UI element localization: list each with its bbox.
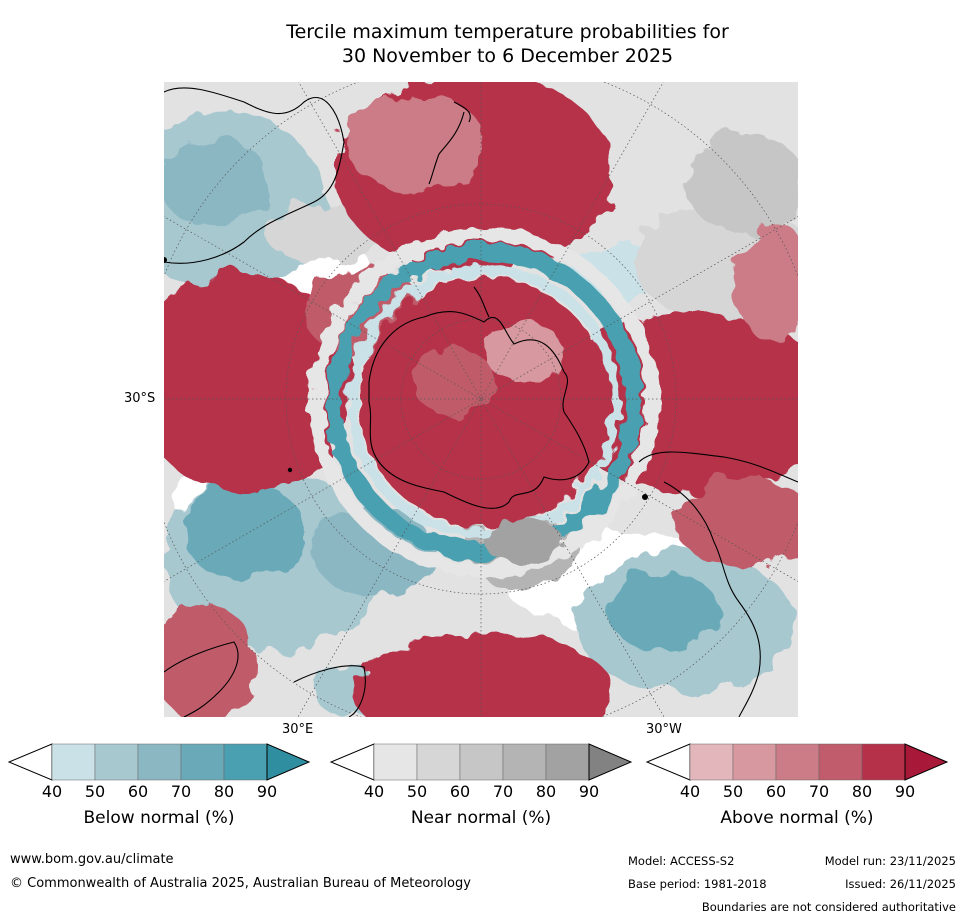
cbar-near-tick-60: 60 bbox=[449, 782, 471, 801]
cbar-near-seg-5 bbox=[545, 743, 590, 781]
cbar-near-tick-50: 50 bbox=[406, 782, 428, 801]
colorbar-near-svg bbox=[329, 743, 633, 781]
probability-map[interactable] bbox=[164, 82, 798, 717]
cbar-below-seg-3 bbox=[137, 743, 182, 781]
model-name: Model: ACCESS-S2 bbox=[628, 854, 735, 868]
cbar-below-seg-5 bbox=[223, 743, 268, 781]
cbar-above-tick-40: 40 bbox=[679, 782, 701, 801]
cbar-near-seg-4 bbox=[502, 743, 547, 781]
cbar-above-tick-50: 50 bbox=[722, 782, 744, 801]
cbar-near-tick-40: 40 bbox=[363, 782, 385, 801]
cbar-below-min-arrow bbox=[7, 743, 53, 781]
cbar-above-tick-90: 90 bbox=[894, 782, 916, 801]
cbar-above-seg-3 bbox=[775, 743, 820, 781]
cbar-near-min-arrow bbox=[329, 743, 375, 781]
cbar-below-label: Below normal (%) bbox=[83, 808, 235, 828]
polar-ring bbox=[309, 227, 659, 577]
cbar-above-seg-5 bbox=[861, 743, 906, 781]
map-svg bbox=[164, 82, 798, 717]
base-period: Base period: 1981-2018 bbox=[628, 877, 767, 891]
cbar-below-max-arrow bbox=[266, 743, 311, 781]
cbar-above-seg-1 bbox=[689, 743, 734, 781]
cbar-near-max-arrow bbox=[588, 743, 633, 781]
cbar-below-seg-1 bbox=[51, 743, 96, 781]
islands bbox=[164, 257, 648, 500]
website-link[interactable]: www.bom.gov.au/climate bbox=[10, 852, 174, 867]
colorbar-near-normal bbox=[329, 743, 633, 781]
colorbar-below-normal bbox=[7, 743, 311, 781]
cbar-near-seg-2 bbox=[416, 743, 461, 781]
graticule bbox=[164, 82, 798, 717]
cbar-below-seg-2 bbox=[94, 743, 139, 781]
cbar-near-tick-70: 70 bbox=[492, 782, 514, 801]
cbar-above-seg-2 bbox=[732, 743, 777, 781]
cbar-near-seg-1 bbox=[373, 743, 418, 781]
model-run-date: Model run: 23/11/2025 bbox=[824, 854, 956, 868]
cbar-below-tick-70: 70 bbox=[170, 782, 192, 801]
longitude-label-east: 30°E bbox=[282, 722, 314, 737]
cbar-above-label: Above normal (%) bbox=[720, 808, 874, 828]
cbar-above-min-arrow bbox=[645, 743, 691, 781]
title-line-1: Tercile maximum temperature probabilitie… bbox=[286, 21, 729, 43]
colorbar-below-svg bbox=[7, 743, 311, 781]
cbar-below-tick-60: 60 bbox=[127, 782, 149, 801]
boundaries-disclaimer: Boundaries are not considered authoritat… bbox=[701, 900, 956, 914]
cbar-below-seg-4 bbox=[180, 743, 225, 781]
coastlines bbox=[164, 87, 798, 717]
longitude-label-west: 30°W bbox=[646, 722, 682, 737]
antarctica-field bbox=[359, 277, 609, 564]
title-line-2: 30 November to 6 December 2025 bbox=[341, 45, 674, 67]
cbar-near-seg-3 bbox=[459, 743, 504, 781]
latitude-label: 30°S bbox=[124, 391, 156, 406]
cbar-above-seg-4 bbox=[818, 743, 863, 781]
cbar-above-tick-60: 60 bbox=[765, 782, 787, 801]
cbar-above-tick-80: 80 bbox=[851, 782, 873, 801]
cbar-near-tick-90: 90 bbox=[578, 782, 600, 801]
copyright-text: © Commonwealth of Australia 2025, Austra… bbox=[10, 876, 471, 891]
cbar-above-max-arrow bbox=[904, 743, 949, 781]
colorbar-above-normal bbox=[645, 743, 949, 781]
issued-date: Issued: 26/11/2025 bbox=[845, 877, 956, 891]
cbar-below-tick-90: 90 bbox=[256, 782, 278, 801]
cbar-near-tick-80: 80 bbox=[535, 782, 557, 801]
cbar-below-tick-50: 50 bbox=[84, 782, 106, 801]
cbar-below-tick-80: 80 bbox=[213, 782, 235, 801]
cbar-below-tick-40: 40 bbox=[41, 782, 63, 801]
map-title: Tercile maximum temperature probabilitie… bbox=[160, 20, 855, 68]
colorbar-above-svg bbox=[645, 743, 949, 781]
cbar-near-label: Near normal (%) bbox=[410, 808, 552, 828]
cbar-above-tick-70: 70 bbox=[808, 782, 830, 801]
